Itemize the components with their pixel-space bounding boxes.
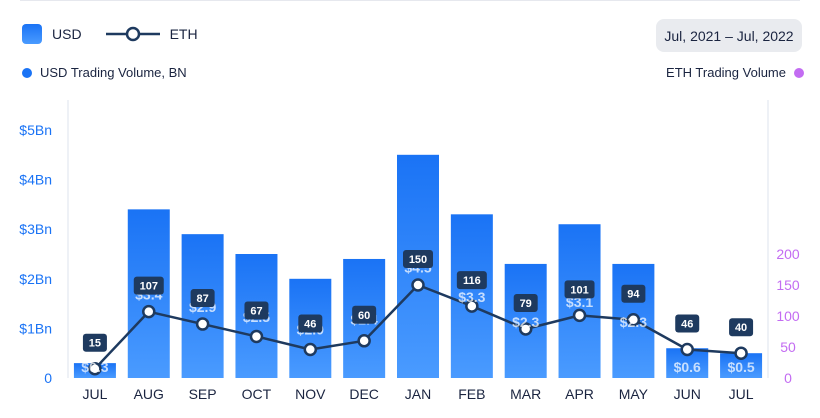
- eth-label-box: [190, 289, 215, 308]
- eth-label-box: [513, 294, 538, 313]
- eth-point: [518, 322, 533, 336]
- eth-point: [249, 329, 264, 344]
- usd-swatch: [22, 24, 42, 44]
- x-tick-label: OCT: [242, 386, 272, 402]
- usd-bar-label: $2.3: [512, 314, 539, 330]
- eth-label-box: [621, 284, 646, 303]
- x-tick-label: JUN: [674, 386, 701, 402]
- x-tick-label: DEC: [349, 386, 379, 402]
- right-tick-label: 200: [776, 246, 800, 262]
- eth-point-label: 107: [140, 281, 158, 293]
- legend-usd-label: USD: [52, 26, 82, 42]
- eth-point: [411, 278, 425, 292]
- chart-legend: USD ETH: [22, 24, 222, 44]
- eth-point: [465, 299, 479, 313]
- eth-point-label: 94: [627, 289, 640, 301]
- eth-label-box: [298, 314, 323, 333]
- date-range-label: Jul, 2021 – Jul, 2022: [664, 27, 794, 44]
- eth-label-box: [729, 318, 754, 337]
- eth-point: [88, 361, 102, 376]
- eth-label-box: [133, 276, 164, 295]
- eth-point-label: 150: [409, 254, 427, 266]
- legend-item-eth[interactable]: ETH: [105, 24, 198, 44]
- x-tick-label: AUG: [134, 386, 164, 402]
- right-axis-title-text: ETH Trading Volume: [666, 65, 786, 80]
- left-axis-title: USD Trading Volume, BN: [22, 65, 187, 80]
- eth-point-label: 116: [463, 275, 481, 287]
- left-axis-title-text: USD Trading Volume, BN: [40, 65, 187, 80]
- eth-point: [680, 342, 694, 357]
- eth-point: [195, 317, 210, 331]
- x-tick-label: NOV: [295, 386, 326, 402]
- usd-bar-label: $0.6: [674, 359, 701, 375]
- eth-point: [626, 312, 641, 327]
- left-tick-label: $3Bn: [19, 221, 52, 237]
- x-tick-label: MAR: [510, 386, 541, 402]
- x-tick-label: JUL: [729, 386, 754, 402]
- left-tick-label: $4Bn: [19, 172, 52, 188]
- usd-bar-label: $3.3: [458, 289, 485, 305]
- eth-point-label: 79: [520, 298, 532, 310]
- x-tick-label: FEB: [458, 386, 485, 402]
- usd-bar: [450, 214, 493, 378]
- legend-eth-label: ETH: [169, 26, 198, 42]
- left-tick-label: $1Bn: [19, 320, 52, 336]
- right-tick-label: 0: [784, 370, 792, 386]
- right-axis-title: ETH Trading Volume: [666, 65, 804, 80]
- eth-point: [142, 304, 156, 319]
- usd-bar: [558, 224, 601, 378]
- eth-point-label: 40: [735, 322, 747, 334]
- eth-point-label: 46: [681, 318, 693, 330]
- legend-item-usd[interactable]: USD: [22, 24, 82, 44]
- right-tick-label: 150: [776, 277, 800, 293]
- x-tick-label: JUL: [82, 386, 107, 402]
- eth-point: [572, 308, 587, 323]
- left-tick-label: $5Bn: [19, 122, 52, 138]
- eth-point: [734, 346, 748, 360]
- x-tick-label: JAN: [405, 386, 431, 402]
- x-tick-label: MAY: [619, 386, 649, 402]
- eth-point: [303, 342, 318, 357]
- eth-line-swatch: [105, 26, 160, 42]
- eth-label-box: [675, 314, 700, 333]
- date-range-button[interactable]: Jul, 2021 – Jul, 2022: [656, 19, 802, 52]
- eth-label-box: [403, 250, 433, 268]
- eth-label-box: [82, 333, 107, 352]
- left-tick-label: $2Bn: [19, 271, 52, 287]
- usd-bar-label: $0.5: [727, 359, 754, 375]
- eth-point: [357, 334, 371, 348]
- eth-dot-icon: [794, 67, 804, 78]
- eth-label-box: [244, 301, 269, 320]
- usd-bar-label: $2.3: [620, 314, 647, 330]
- usd-dot-icon: [22, 67, 32, 78]
- eth-point-label: 15: [89, 338, 101, 350]
- eth-label-box: [456, 271, 487, 290]
- top-divider: [20, 0, 800, 1]
- usd-bar-label: $0.3: [81, 359, 108, 375]
- eth-point-label: 60: [358, 310, 370, 322]
- right-tick-label: 100: [776, 308, 800, 324]
- eth-point-label: 101: [570, 284, 588, 296]
- right-tick-label: 50: [780, 339, 796, 355]
- x-tick-label: APR: [565, 386, 594, 402]
- eth-point-label: 46: [304, 318, 316, 330]
- eth-label-box: [352, 305, 377, 324]
- x-tick-label: SEP: [189, 386, 217, 402]
- eth-point-label: 87: [196, 293, 208, 305]
- left-tick-label: 0: [44, 370, 52, 386]
- eth-point-label: 67: [250, 305, 262, 317]
- usd-bar: [504, 263, 547, 378]
- eth-label-box: [564, 280, 595, 299]
